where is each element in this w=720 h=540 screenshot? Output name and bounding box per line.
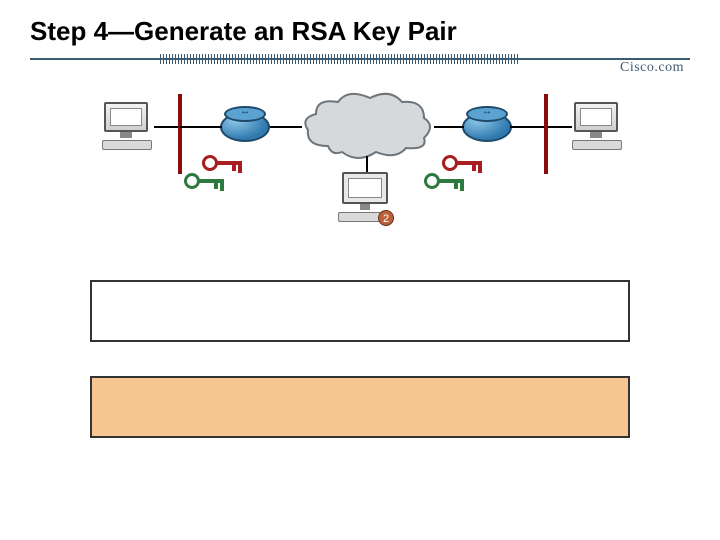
title-divider [30, 54, 690, 66]
code-box-2 [90, 376, 630, 438]
key-green-right-icon [424, 170, 470, 192]
code-box-1 [90, 280, 630, 342]
divider-ticks [160, 54, 520, 64]
page-title: Step 4—Generate an RSA Key Pair [30, 16, 457, 47]
link-router-right [510, 126, 544, 128]
router-left-icon [220, 106, 270, 150]
cisco-logo-text: Cisco.com [620, 60, 684, 76]
server-badge: 2 [378, 210, 394, 226]
lan-bar-right [544, 94, 548, 174]
link-pc-right [548, 126, 572, 128]
network-diagram: 2 [110, 90, 620, 260]
key-green-left-icon [184, 170, 230, 192]
link-pc-left [154, 126, 178, 128]
router-right-icon [462, 106, 512, 150]
lan-bar-left [178, 94, 182, 174]
ca-server-icon: 2 [334, 172, 400, 230]
pc-right-icon [570, 102, 626, 152]
link-cloud-router-right [434, 126, 464, 128]
pc-left-icon [100, 102, 156, 152]
cloud-icon [298, 90, 438, 166]
link-router-left [180, 126, 222, 128]
